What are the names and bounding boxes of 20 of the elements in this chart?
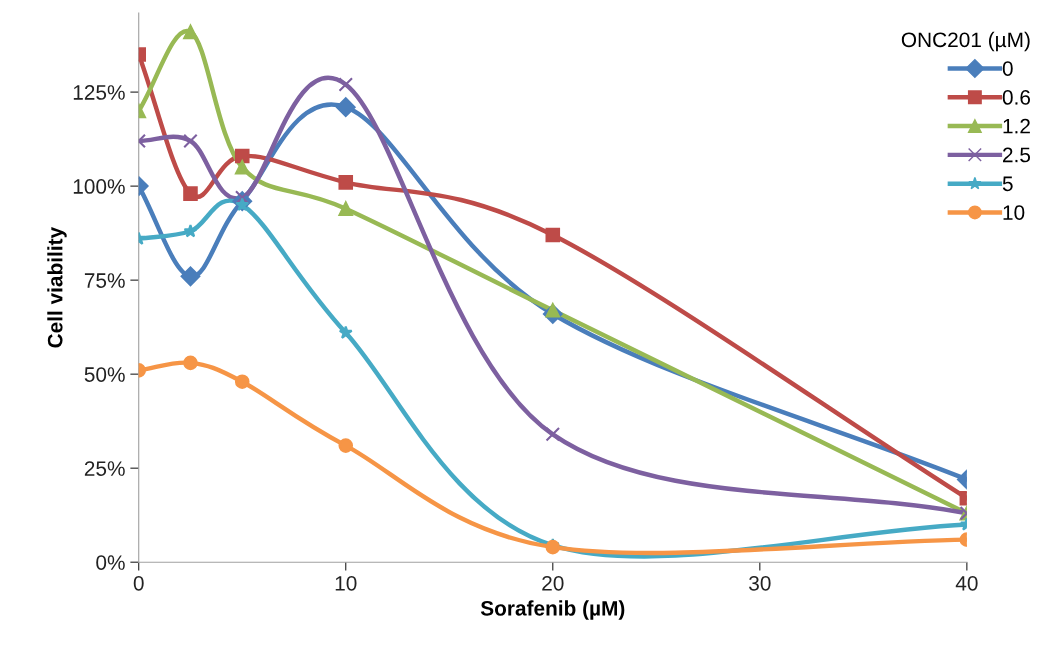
y-tick-label: 0% xyxy=(96,555,125,570)
legend-label: 0.6 xyxy=(1002,90,1031,105)
legend-label: 2.5 xyxy=(1003,147,1031,163)
x-tick-label: 30 xyxy=(749,575,771,591)
x-tick-label: 10 xyxy=(335,575,357,591)
y-tick-label: 100% xyxy=(73,179,125,194)
y-axis-title: Cell viability xyxy=(47,226,67,348)
legend-title: ONC201 (µM) xyxy=(901,31,1030,52)
y-tick-label: 25% xyxy=(84,461,125,476)
legend-label: 1.2 xyxy=(1003,118,1030,134)
legend-label: 10 xyxy=(1003,205,1025,220)
legend-label: 0 xyxy=(1002,61,1013,76)
y-tick-label: 75% xyxy=(84,273,125,288)
y-tick-label: 50% xyxy=(84,367,125,382)
x-axis-title: Sorafenib (µM) xyxy=(480,600,625,620)
x-tick-label: 40 xyxy=(955,575,978,591)
x-tick-label: 20 xyxy=(542,575,564,591)
x-tick-label: 0 xyxy=(133,575,144,591)
legend-label: 5 xyxy=(1002,176,1013,192)
y-tick-label: 125% xyxy=(73,85,125,100)
